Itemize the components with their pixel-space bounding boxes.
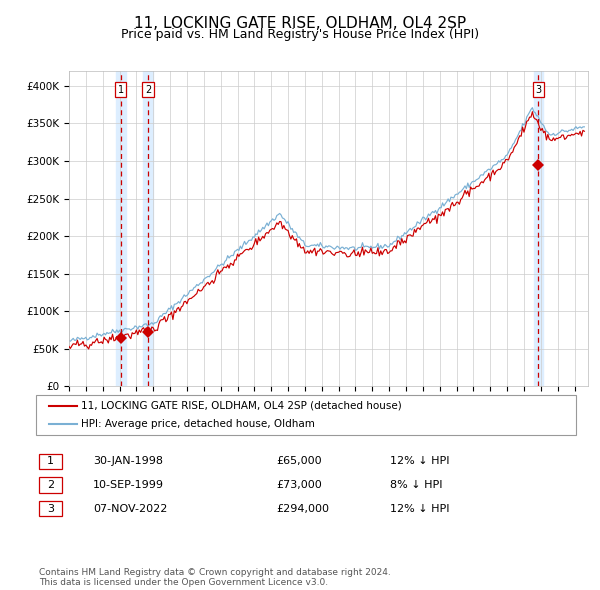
Text: 11, LOCKING GATE RISE, OLDHAM, OL4 2SP: 11, LOCKING GATE RISE, OLDHAM, OL4 2SP [134, 16, 466, 31]
Text: 1: 1 [47, 457, 54, 466]
Text: £65,000: £65,000 [276, 457, 322, 466]
Text: Contains HM Land Registry data © Crown copyright and database right 2024.
This d: Contains HM Land Registry data © Crown c… [39, 568, 391, 587]
Text: £73,000: £73,000 [276, 480, 322, 490]
Text: 3: 3 [535, 84, 541, 94]
Text: 2: 2 [47, 480, 54, 490]
Text: £294,000: £294,000 [276, 504, 329, 513]
Text: 3: 3 [47, 504, 54, 513]
Text: 2: 2 [145, 84, 151, 94]
Text: 12% ↓ HPI: 12% ↓ HPI [390, 504, 449, 513]
Text: 10-SEP-1999: 10-SEP-1999 [93, 480, 164, 490]
Bar [116, 71, 125, 386]
Text: 30-JAN-1998: 30-JAN-1998 [93, 457, 163, 466]
Bar [143, 71, 152, 386]
Text: 8% ↓ HPI: 8% ↓ HPI [390, 480, 443, 490]
Text: Price paid vs. HM Land Registry's House Price Index (HPI): Price paid vs. HM Land Registry's House … [121, 28, 479, 41]
Text: 07-NOV-2022: 07-NOV-2022 [93, 504, 167, 513]
Text: 12% ↓ HPI: 12% ↓ HPI [390, 457, 449, 466]
Text: 11, LOCKING GATE RISE, OLDHAM, OL4 2SP (detached house): 11, LOCKING GATE RISE, OLDHAM, OL4 2SP (… [81, 401, 402, 411]
Text: HPI: Average price, detached house, Oldham: HPI: Average price, detached house, Oldh… [81, 419, 315, 429]
Bar [533, 71, 543, 386]
Text: 1: 1 [118, 84, 124, 94]
